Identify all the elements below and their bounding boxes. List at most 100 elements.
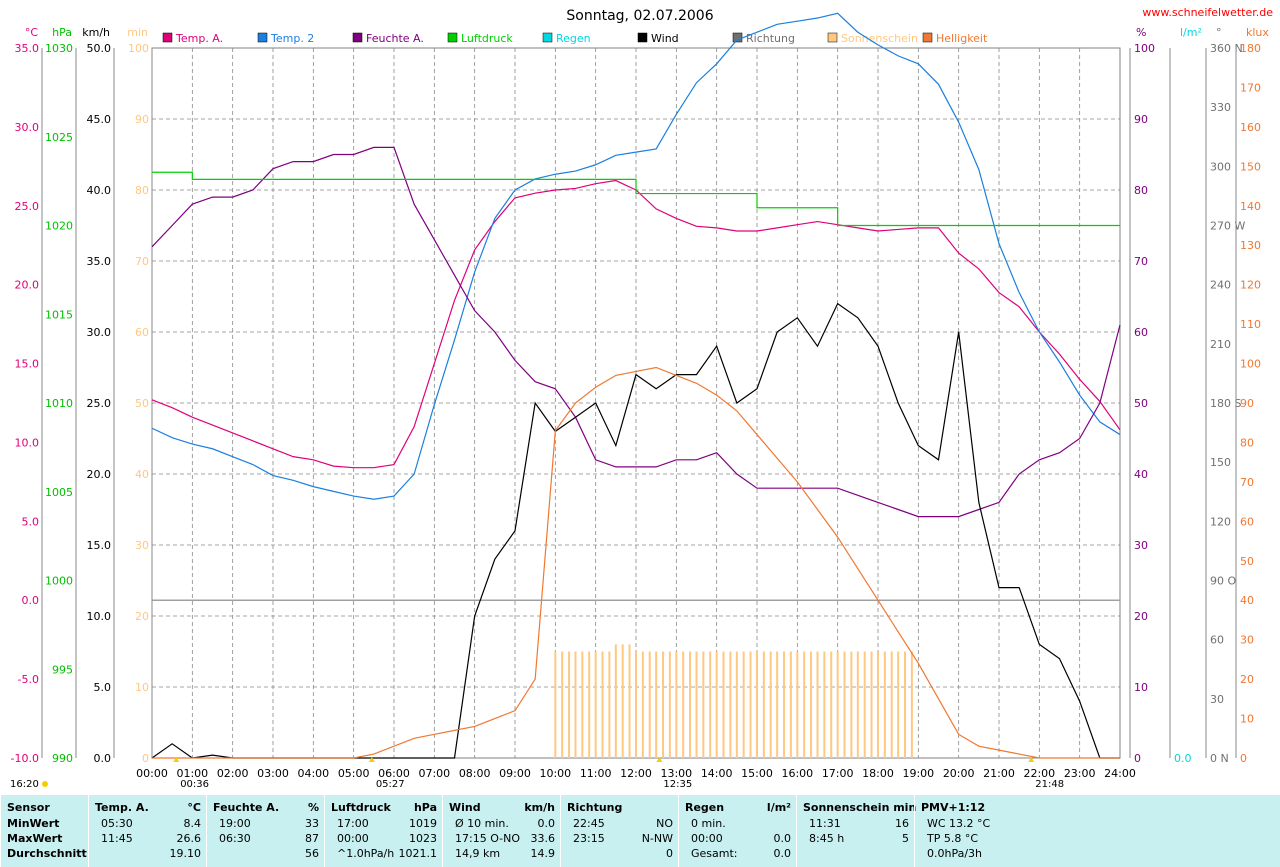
axis-tick-label: 80 <box>135 184 149 197</box>
footer-cell-value: 56 <box>305 847 319 860</box>
axis-tick-label: 15.0 <box>15 358 40 371</box>
footer-cell-label: 11:45 <box>101 832 133 845</box>
axis-unit-label: °C <box>25 26 39 39</box>
axis-unit-label: hPa <box>52 26 72 39</box>
axis-tick-label: -10.0 <box>11 752 39 765</box>
legend-label: Luftdruck <box>461 32 513 45</box>
footer-cell-label: Ø 10 min. <box>455 817 509 830</box>
axis-tick-label: 360 N <box>1210 42 1243 55</box>
footer-cell-value: 87 <box>305 832 319 845</box>
axis-tick-label: 10.0 <box>15 436 40 449</box>
footer-cell-value: 0.0 <box>537 817 556 830</box>
x-tick-label: 19:00 <box>902 767 934 780</box>
axis-tick-label: 170 <box>1240 81 1261 94</box>
axis-tick-label: 0 <box>142 752 149 765</box>
axis-tick-label: 1020 <box>45 220 73 233</box>
footer-unit: % <box>307 801 319 814</box>
legend-swatch <box>542 32 553 43</box>
footer-row: 0.0hPa/3h <box>921 846 1275 862</box>
footer-title: Sensor <box>7 801 50 814</box>
x-tick-label: 21:00 <box>983 767 1015 780</box>
axis-tick-label: 0.0 <box>22 594 40 607</box>
axis-tick-label: 10 <box>1240 713 1254 726</box>
axis-tick-label: 80 <box>1240 436 1254 449</box>
axis-tick-label: 1025 <box>45 131 73 144</box>
x-tick-label: 08:00 <box>459 767 491 780</box>
axis-tick-label: 120 <box>1240 279 1261 292</box>
footer-column-header: Sonnenschein min <box>803 800 916 816</box>
site-url: www.schneifelwetter.de <box>1142 6 1273 19</box>
marker-time-label: 05:27 <box>376 779 405 790</box>
footer-row: 19.10 <box>95 846 202 862</box>
temp-2-line <box>151 12 1121 500</box>
footer-title: Sonnenschein min <box>803 801 917 814</box>
footer-row: Ø 10 min. 0.0 <box>449 816 555 832</box>
footer-unit: hPa <box>413 801 437 814</box>
footer-unit: l/m² <box>766 801 791 814</box>
footer-cell-label: 0 min. <box>691 817 726 830</box>
footer-cell-label: 22:45 <box>573 817 605 830</box>
pressure-line <box>152 171 1120 227</box>
axis-unit-label: ° <box>1216 26 1222 39</box>
axis-tick-label: 0.0 <box>1174 752 1192 765</box>
footer-cell-value: NO <box>656 817 673 830</box>
footer-column-header: Regen l/m² <box>685 800 791 816</box>
axis-tick-label: 50 <box>135 397 149 410</box>
footer-cell-label: 8:45 h <box>809 832 845 845</box>
footer-cell-value: 14.9 <box>530 847 556 860</box>
axis-tick-label: 20 <box>135 610 149 623</box>
marker-time-label: 12:35 <box>663 779 692 790</box>
legend-label: Richtung <box>746 32 795 45</box>
footer-cell-label: ^1.0hPa/h <box>337 847 395 860</box>
axis-tick-label: 30 <box>135 539 149 552</box>
axis-tick-label: 240 <box>1210 279 1231 292</box>
footer-cell-value: 33 <box>305 817 319 830</box>
footer-cell-value: 26.6 <box>176 832 202 845</box>
footer-title: Luftdruck <box>331 801 391 814</box>
axis-tick-label: 60 <box>1210 634 1224 647</box>
footer-title: Temp. A. <box>95 801 149 814</box>
footer-cell-label: MinWert <box>7 817 60 830</box>
axis-tick-label: 40 <box>135 468 149 481</box>
axis-tick-label: 50.0 <box>87 42 112 55</box>
axis-tick-label: 70 <box>1134 255 1148 268</box>
legend-label: Feuchte A. <box>366 32 424 45</box>
x-tick-label: 03:00 <box>257 767 289 780</box>
axis-tick-label: 40 <box>1240 594 1254 607</box>
axis-tick-label: 20 <box>1240 673 1254 686</box>
axis-tick-label: 330 <box>1210 101 1231 114</box>
axis-tick-label: 45.0 <box>87 113 112 126</box>
footer-column: Temp. A. °C 05:30 8.4 11:45 26.6 19.10 <box>88 795 207 867</box>
footer-cell-label: 11:31 <box>809 817 841 830</box>
axis-tick-label: 35.0 <box>15 42 40 55</box>
axis-unit-label: l/m² <box>1180 26 1202 39</box>
footer-column: Richtung 22:45 NO 23:15 N-NW 0 <box>560 795 679 867</box>
axis-tick-label: 20 <box>1134 610 1148 623</box>
axis-tick-label: 120 <box>1210 515 1231 528</box>
footer-cell-value: 0.0 <box>773 847 792 860</box>
axis-tick-label: 15.0 <box>87 539 112 552</box>
footer-row: TP 5.8 °C <box>921 831 1275 847</box>
footer-row: 05:30 8.4 <box>95 816 201 832</box>
axis-tick-label: 100 <box>1240 358 1261 371</box>
axis-tick-label: 90 <box>1134 113 1148 126</box>
axis-tick-label: 25.0 <box>15 200 40 213</box>
footer-cell-value: 1021.1 <box>398 847 438 860</box>
x-tick-label: 12:00 <box>620 767 652 780</box>
legend-label: Wind <box>651 32 679 45</box>
footer-column-header: Richtung <box>567 800 673 816</box>
axis-tick-label: 30.0 <box>87 326 112 339</box>
axis-tick-label: 30 <box>1134 539 1148 552</box>
footer-cell-value: 19.10 <box>169 847 202 860</box>
footer-column-header: Wind km/h <box>449 800 555 816</box>
axis-tick-label: 30 <box>1210 693 1224 706</box>
axis-unit-label: km/h <box>82 26 110 39</box>
footer-cell-label: MaxWert <box>7 832 63 845</box>
footer-cell-value: 1023 <box>409 832 437 845</box>
x-tick-label: 01:00 <box>176 767 208 780</box>
footer-cell-value: 8.4 <box>183 817 202 830</box>
axis-tick-label: 1030 <box>45 42 73 55</box>
chart-title: Sonntag, 02.07.2006 <box>566 8 713 24</box>
axis-tick-label: 210 <box>1210 338 1231 351</box>
x-tick-label: 15:00 <box>741 767 773 780</box>
